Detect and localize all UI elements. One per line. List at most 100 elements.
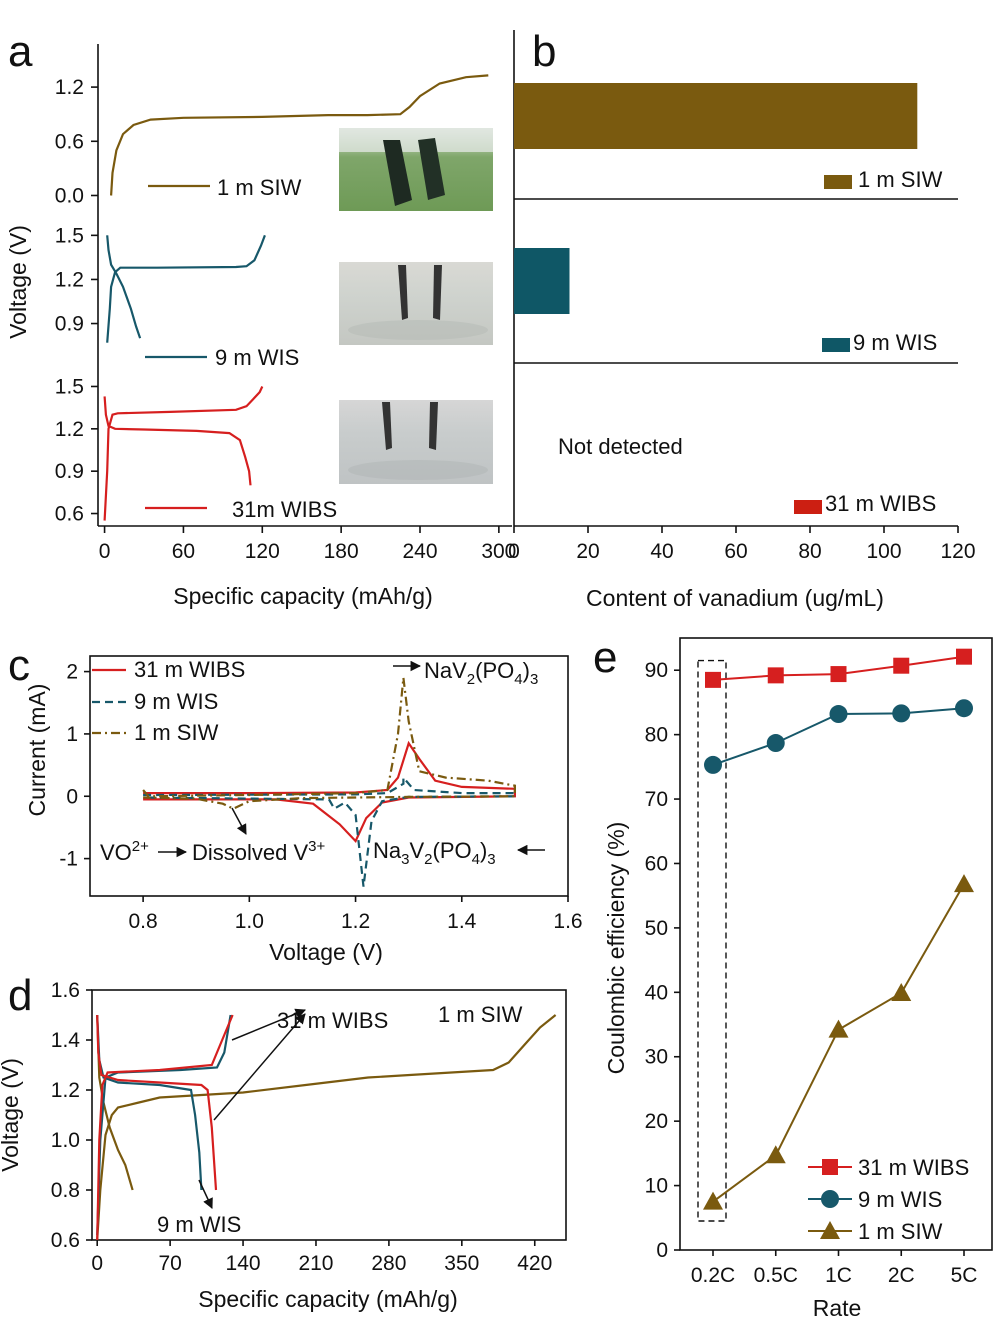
panel-b-legend-swatch [794,500,822,514]
panel-e-point [828,1019,849,1038]
photo-1m-siw [339,128,493,211]
panel-e-point [767,667,784,684]
panel-d-arrow [213,1013,306,1121]
panel-c-xtick-label: 1.2 [341,910,370,933]
panel-a-curve-2 [103,386,264,521]
panel-d-ytick-label: 0.8 [51,1179,80,1202]
panel-d-ytick-label: 1.0 [51,1129,80,1152]
panel-c: 0.8 1.0 1.2 1.4 1.6 -1 0 1 2 [59,655,583,933]
panel-a-ytick-label: 0.9 [55,460,84,483]
panel-e-frame [679,637,993,1251]
panel-d-ytick-label: 0.6 [51,1229,80,1252]
panel-b-xtick-label: 100 [866,540,901,563]
panel-b-label-1m-siw: 1 m SIW [858,167,943,192]
panel-d-xtick-label: 280 [371,1252,406,1275]
panel-c-xtick-label: 1.6 [553,910,582,933]
panel-e-legend-1m-siw: 1 m SIW [858,1219,943,1244]
panel-c-annotation-nav2po43: NaV2(PO4)3 [424,658,538,688]
panel-b: 0 20 40 60 80 100 120 [508,30,976,563]
panel-c-annotation-na3v2po43: Na3V2(PO4)3 [373,838,496,868]
panel-b-xtick-label: 80 [798,540,821,563]
panel-b-xtick-label: 20 [576,540,599,563]
panel-e-legend-marker [821,1190,839,1208]
panel-e-ytick-label: 0 [656,1239,668,1262]
panel-a-ytick-label: 0.6 [55,503,84,526]
panel-a-xlabel: Specific capacity (mAh/g) [173,583,432,609]
panel-a-xtick-label: 240 [402,540,437,563]
panel-c-xtick-label: 0.8 [129,910,158,933]
panel-a-xtick-label: 120 [245,540,280,563]
panel-e-ytick-label: 90 [645,659,668,682]
panel-d-xtick-label: 140 [226,1252,261,1275]
panel-b-xtick-label: 120 [940,540,975,563]
panel-d-label-1m-siw: 1 m SIW [438,1002,523,1027]
panel-a-ytick-label: 0.0 [55,184,84,207]
panel-c-xlabel: Voltage (V) [269,939,383,965]
panel-d-xtick-label: 420 [517,1252,552,1275]
panel-letter-b: b [532,27,556,76]
panel-a-legend-1m-siw: 1 m SIW [217,175,302,200]
panel-d-curve-2 [96,1014,557,1241]
panel-e: 0.2C 0.5C 1C 2C 5C 0 10 20 30 40 50 60 70 80 90 [645,637,993,1287]
panel-b-not-detected: Not detected [558,434,683,459]
panel-d-curve-2 [96,1014,134,1191]
panel-e-ytick-label: 50 [645,917,668,940]
panel-c-xtick-label: 1.0 [235,910,264,933]
panel-e-point [893,657,910,674]
panel-d-arrow [198,1179,213,1209]
panel-a-curve-1 [106,234,266,343]
panel-a-ytick-label: 1.5 [55,375,84,398]
panel-c-curve-1 [143,774,516,887]
panel-a-ytick-label: 0.9 [55,313,84,336]
panel-d-ylabel: Voltage (V) [0,1058,23,1172]
panel-c-xtick-label: 1.4 [447,910,477,933]
panel-e-point [892,704,911,723]
panel-d-curve-1 [96,1014,203,1191]
panel-e-legend-marker [820,1221,840,1239]
panel-d-ytick-label: 1.4 [51,1029,81,1052]
panel-d-curve-0 [96,1014,218,1191]
panel-e-ytick-label: 30 [645,1046,668,1069]
panel-b-xtick-label: 40 [650,540,673,563]
panel-d-ytick-label: 1.2 [51,1079,80,1102]
panel-a: 0 60 120 180 240 300 0.0 0.6 1.2 0.9 1.2 1.5 0.6 0.9 1… [55,44,516,563]
panel-e-xtick-label: 2C [888,1264,915,1287]
panel-e-xtick-label: 0.5C [754,1264,798,1287]
panel-b-xtick-label: 60 [724,540,747,563]
panel-e-xtick-label: 5C [951,1264,978,1287]
panel-b-bar [514,83,918,149]
panel-d-curve-0 [96,1014,234,1241]
panel-d-arrow [231,1008,306,1041]
panel-e-point [703,1191,723,1210]
panel-a-curve-2 [103,396,252,486]
panel-d-label-31m-wibs: 31 m WIBS [277,1008,388,1033]
panel-d-frame [91,989,567,1241]
panel-a-ylabel: Voltage (V) [5,225,31,339]
panel-b-legend-swatch [822,338,850,352]
panel-c-annotation-dissolved-v3: Dissolved V3+ [192,838,325,865]
panel-e-ytick-label: 60 [645,852,668,875]
panel-e-point [891,982,912,1001]
panel-e-xtick-label: 1C [825,1264,852,1287]
panel-d-xtick-label: 350 [444,1252,479,1275]
panel-c-annotation-vo2: VO2+ [100,838,149,865]
panel-d: 0 70 140 210 280 350 420 0.6 0.8 1.0 1.2 1.4 1.6 [51,979,567,1275]
panel-e-point [765,1145,786,1164]
panel-e-ytick-label: 80 [645,724,668,747]
panel-e-point [954,874,974,893]
panel-c-ytick-label: 2 [66,661,78,684]
panel-d-xlabel: Specific capacity (mAh/g) [198,1286,457,1312]
panel-e-point [704,755,722,774]
panel-e-point [766,734,785,753]
panel-letter-c: c [8,641,30,690]
panel-letter-a: a [8,27,33,76]
panel-c-ylabel: Current (mA) [24,684,50,817]
panel-e-legend-31m-wibs: 31 m WIBS [858,1155,969,1180]
panel-c-legend-9m-wis: 9 m WIS [134,689,218,714]
panel-c-ytick-label: -1 [59,848,78,871]
panel-c-ytick-label: 0 [66,785,78,808]
panel-a-curve-0 [110,74,489,196]
panel-c-curve-2 [142,677,516,810]
panel-a-xtick-label: 180 [324,540,359,563]
panel-a-legend-31m-wibs: 31m WIBS [232,497,337,522]
